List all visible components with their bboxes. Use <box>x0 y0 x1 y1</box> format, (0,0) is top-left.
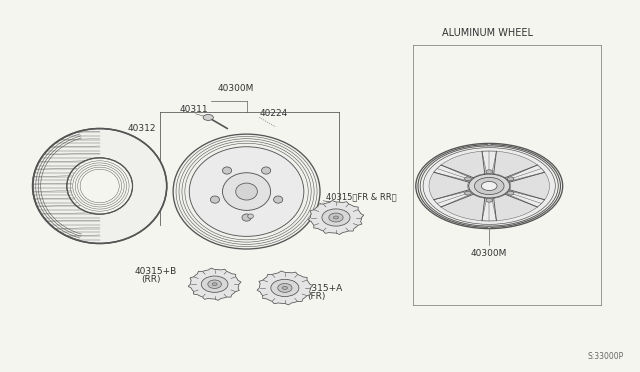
Text: 40300M: 40300M <box>218 84 254 93</box>
Ellipse shape <box>278 283 292 292</box>
Text: ALUMINUM WHEEL: ALUMINUM WHEEL <box>442 28 534 38</box>
Polygon shape <box>441 151 486 179</box>
Circle shape <box>508 191 514 195</box>
Text: 40315+B: 40315+B <box>135 267 177 276</box>
Text: (RR): (RR) <box>141 275 161 284</box>
Polygon shape <box>509 172 549 200</box>
Circle shape <box>212 283 217 286</box>
Ellipse shape <box>322 209 350 226</box>
Ellipse shape <box>223 173 271 211</box>
Ellipse shape <box>173 134 320 249</box>
Text: 40300M: 40300M <box>471 249 508 259</box>
Circle shape <box>282 286 287 289</box>
Ellipse shape <box>487 144 492 145</box>
Circle shape <box>486 170 493 174</box>
Ellipse shape <box>248 214 253 218</box>
Circle shape <box>423 148 556 224</box>
Ellipse shape <box>202 276 228 292</box>
Text: (FR): (FR) <box>307 292 326 301</box>
Circle shape <box>333 216 339 219</box>
Text: 40312: 40312 <box>127 124 156 133</box>
Ellipse shape <box>242 214 251 221</box>
Ellipse shape <box>487 227 492 228</box>
Ellipse shape <box>271 279 299 296</box>
Circle shape <box>468 174 510 198</box>
Circle shape <box>465 177 471 181</box>
Circle shape <box>486 198 493 202</box>
Ellipse shape <box>223 167 232 174</box>
Ellipse shape <box>67 158 132 214</box>
Polygon shape <box>429 172 469 200</box>
Polygon shape <box>492 193 538 221</box>
Text: 40315〈FR & RR〉: 40315〈FR & RR〉 <box>326 192 397 201</box>
Polygon shape <box>492 151 538 179</box>
Circle shape <box>465 191 471 195</box>
Ellipse shape <box>189 147 304 236</box>
Circle shape <box>508 177 514 181</box>
Text: 40315+A: 40315+A <box>301 283 343 292</box>
Ellipse shape <box>211 196 220 203</box>
Ellipse shape <box>236 183 257 200</box>
Circle shape <box>474 177 504 195</box>
Ellipse shape <box>273 196 283 203</box>
Polygon shape <box>308 201 364 234</box>
Circle shape <box>416 143 563 229</box>
Circle shape <box>481 182 497 190</box>
Polygon shape <box>188 268 241 300</box>
Text: 40311: 40311 <box>179 105 208 114</box>
Ellipse shape <box>262 167 271 174</box>
Text: S:33000P: S:33000P <box>587 352 623 362</box>
Circle shape <box>203 115 213 121</box>
Polygon shape <box>257 271 313 305</box>
Text: 40224: 40224 <box>259 109 287 118</box>
Ellipse shape <box>208 280 221 288</box>
Ellipse shape <box>329 213 343 222</box>
Polygon shape <box>441 193 486 221</box>
Ellipse shape <box>33 129 167 243</box>
